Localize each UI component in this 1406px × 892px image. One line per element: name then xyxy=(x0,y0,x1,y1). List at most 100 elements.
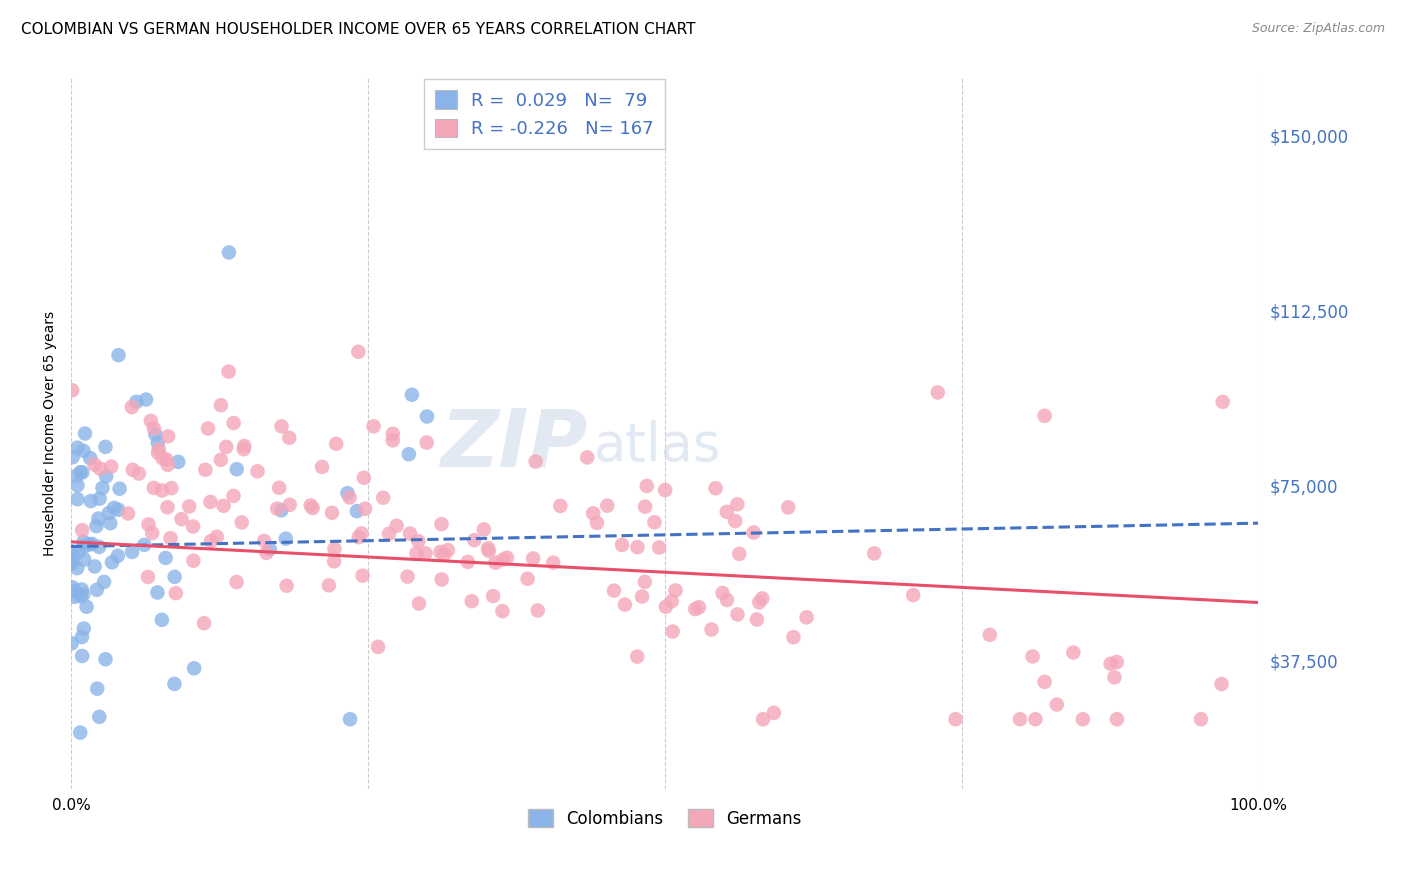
Point xyxy=(648,541,671,555)
Point xyxy=(72,443,94,458)
Point xyxy=(1189,712,1212,726)
Point xyxy=(626,540,648,554)
Point xyxy=(352,568,374,582)
Point xyxy=(398,447,420,461)
Point xyxy=(101,555,124,569)
Point xyxy=(157,429,180,443)
Point xyxy=(107,348,129,362)
Point xyxy=(270,419,292,434)
Point xyxy=(381,426,404,441)
Point xyxy=(270,503,292,517)
Point xyxy=(160,481,183,495)
Point xyxy=(346,504,368,518)
Point xyxy=(96,469,118,483)
Point xyxy=(550,499,572,513)
Point xyxy=(156,458,179,472)
Point xyxy=(415,435,437,450)
Point xyxy=(170,512,193,526)
Point xyxy=(163,677,186,691)
Point xyxy=(135,392,157,407)
Point xyxy=(276,579,298,593)
Point xyxy=(321,506,343,520)
Point xyxy=(491,604,513,618)
Point xyxy=(576,450,599,465)
Point xyxy=(60,544,83,558)
Point xyxy=(526,603,548,617)
Point xyxy=(70,582,93,597)
Point xyxy=(429,545,451,559)
Point xyxy=(205,530,228,544)
Point xyxy=(69,465,91,479)
Point xyxy=(183,661,205,675)
Point xyxy=(778,500,800,515)
Point xyxy=(103,500,125,515)
Point xyxy=(796,610,818,624)
Legend: Colombians, Germans: Colombians, Germans xyxy=(520,802,808,834)
Point xyxy=(323,554,346,568)
Point xyxy=(136,570,159,584)
Point xyxy=(350,526,373,541)
Point xyxy=(70,648,93,663)
Point xyxy=(396,569,419,583)
Point xyxy=(86,519,108,533)
Point xyxy=(197,421,219,435)
Point xyxy=(634,574,657,589)
Point xyxy=(728,547,751,561)
Point xyxy=(146,436,169,450)
Point xyxy=(278,431,301,445)
Point xyxy=(73,552,96,566)
Point xyxy=(353,471,375,485)
Point xyxy=(927,385,949,400)
Point xyxy=(437,543,460,558)
Point xyxy=(266,501,288,516)
Point xyxy=(482,589,505,603)
Point xyxy=(457,555,479,569)
Point xyxy=(98,516,121,531)
Point xyxy=(155,452,177,467)
Point xyxy=(146,585,169,599)
Point xyxy=(200,534,222,549)
Point xyxy=(1046,698,1069,712)
Point xyxy=(704,481,727,495)
Y-axis label: Householder Income Over 65 years: Householder Income Over 65 years xyxy=(44,310,58,556)
Point xyxy=(70,630,93,644)
Point xyxy=(83,559,105,574)
Point xyxy=(179,500,201,514)
Point xyxy=(301,501,323,516)
Point xyxy=(142,421,165,435)
Point xyxy=(274,532,297,546)
Point xyxy=(66,478,89,492)
Point xyxy=(496,550,519,565)
Point xyxy=(401,388,423,402)
Point xyxy=(79,451,101,466)
Point xyxy=(121,400,143,414)
Point xyxy=(246,464,269,478)
Point xyxy=(218,245,240,260)
Point xyxy=(700,623,723,637)
Point xyxy=(125,394,148,409)
Point xyxy=(433,548,456,562)
Point xyxy=(80,537,103,551)
Point xyxy=(91,481,114,495)
Point xyxy=(430,517,453,532)
Point xyxy=(613,598,636,612)
Point xyxy=(97,506,120,520)
Point xyxy=(541,556,564,570)
Point xyxy=(254,546,277,560)
Point xyxy=(76,599,98,614)
Point xyxy=(688,600,710,615)
Point xyxy=(72,588,94,602)
Point xyxy=(325,437,347,451)
Point xyxy=(107,503,129,517)
Point xyxy=(209,398,232,412)
Point xyxy=(86,681,108,696)
Point xyxy=(69,725,91,739)
Point xyxy=(141,526,163,541)
Point xyxy=(73,539,96,553)
Point xyxy=(152,451,174,466)
Point xyxy=(225,462,247,476)
Point xyxy=(522,551,544,566)
Point xyxy=(121,463,143,477)
Point xyxy=(524,454,547,468)
Text: ZIP: ZIP xyxy=(440,405,588,483)
